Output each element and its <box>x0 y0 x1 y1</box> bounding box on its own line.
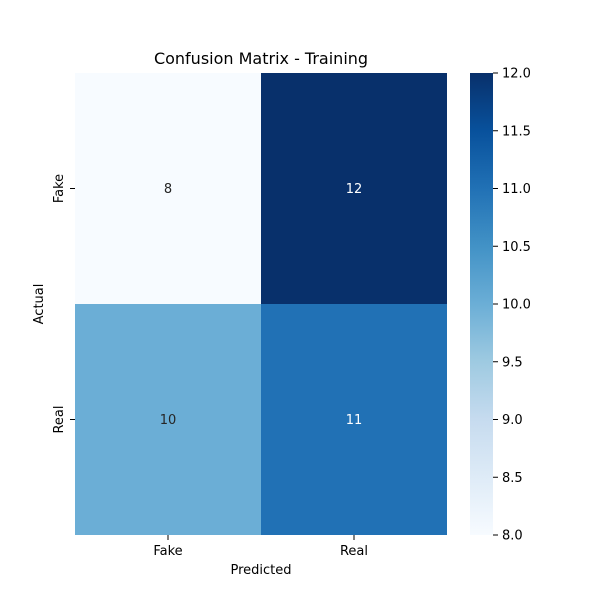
cell-value-label: 11 <box>346 413 363 428</box>
heatmap-cell-fake-fake <box>75 73 261 304</box>
y-tick-label: Real <box>52 405 67 433</box>
colorbar-tick-label: 8.5 <box>502 471 523 486</box>
heatmap-cell-real-real <box>261 304 447 535</box>
x-tick-label: Real <box>340 544 368 559</box>
y-axis-ticks: Fake Real <box>52 174 75 434</box>
colorbar-tick-label: 9.0 <box>502 413 523 428</box>
colorbar <box>470 73 493 535</box>
heatmap-cell-fake-real <box>261 73 447 304</box>
heatmap-cell-labels: 8 12 10 11 <box>160 182 363 428</box>
chart-title: Confusion Matrix - Training <box>154 49 368 68</box>
cell-value-label: 8 <box>164 182 172 197</box>
x-axis-label: Predicted <box>230 563 291 578</box>
x-axis-ticks: Fake Real <box>153 535 368 559</box>
x-tick-label: Fake <box>153 544 182 559</box>
colorbar-tick-label: 10.0 <box>502 298 531 313</box>
heatmap-cells <box>75 73 447 535</box>
colorbar-ticks: 8.0 8.5 9.0 9.5 10.0 10.5 11.0 11.5 12.0 <box>493 67 531 544</box>
heatmap-cell-real-fake <box>75 304 261 535</box>
cell-value-label: 10 <box>160 413 177 428</box>
colorbar-tick-label: 11.5 <box>502 124 531 139</box>
colorbar-tick-label: 9.5 <box>502 355 523 370</box>
colorbar-tick-label: 8.0 <box>502 529 523 544</box>
colorbar-tick-label: 12.0 <box>502 67 531 82</box>
colorbar-tick-label: 10.5 <box>502 240 531 255</box>
y-tick-label: Fake <box>52 174 67 203</box>
y-axis-label: Actual <box>32 284 47 325</box>
cell-value-label: 12 <box>346 182 363 197</box>
colorbar-tick-label: 11.0 <box>502 182 531 197</box>
